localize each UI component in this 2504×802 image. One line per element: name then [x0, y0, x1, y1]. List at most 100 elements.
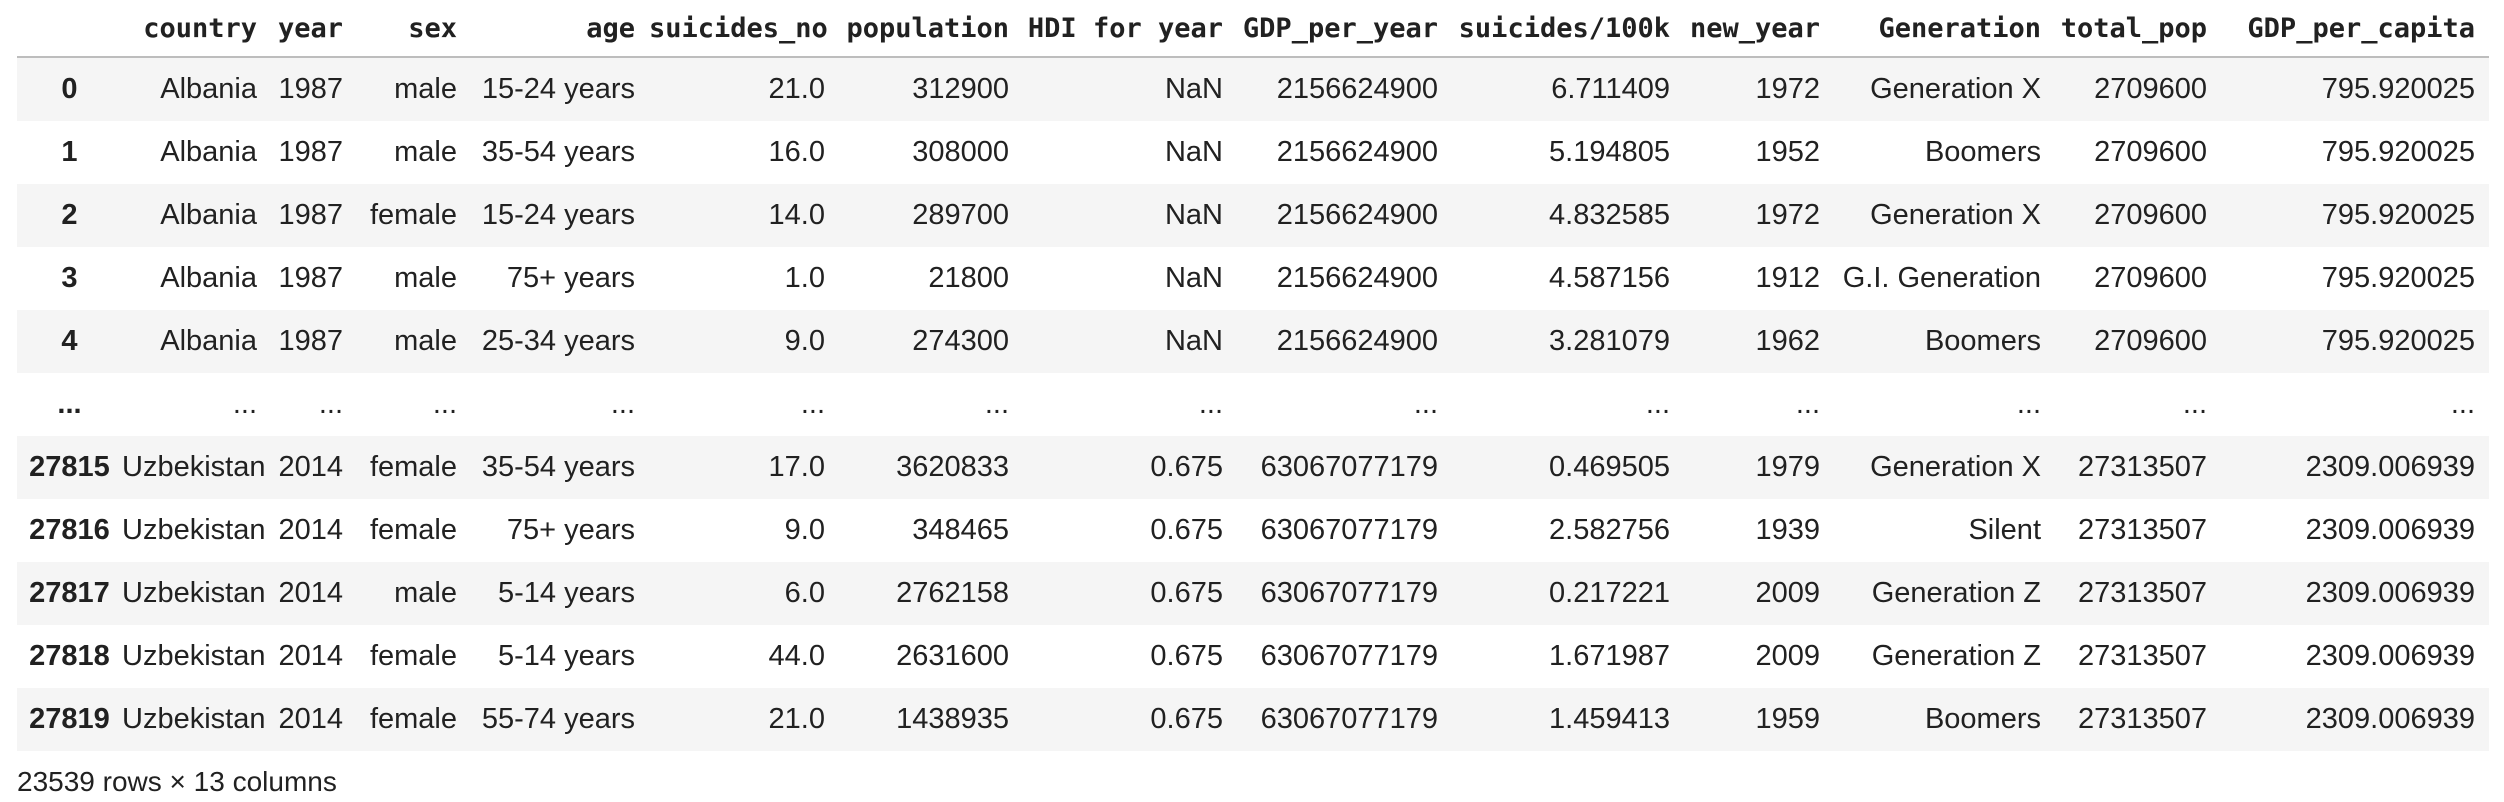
column-header: suicides/100k — [1452, 0, 1684, 58]
table-cell: 21.0 — [768, 73, 825, 105]
table-cell: 2631600 — [896, 640, 1009, 672]
table-cell: 2709600 — [2094, 262, 2207, 294]
table-cell: 1952 — [1755, 136, 1820, 168]
table-cell: 348465 — [912, 514, 1009, 546]
table-cell: Albania — [160, 262, 257, 294]
table-cell: 795.920025 — [2321, 199, 2475, 231]
table-row: 1 Albania 1987 male 35-54 years 16.0 308000 NaN… — [17, 121, 2489, 184]
table-cell: 35-54 years — [481, 451, 635, 483]
table-cell: 2009 — [1755, 640, 1820, 672]
table-cell: Generation Z — [1871, 577, 2041, 609]
table-cell: 795.920025 — [2321, 262, 2475, 294]
table-body: 0 Albania 1987 male 15-24 years 21.0 312900 NaN… — [17, 57, 2489, 751]
table-cell: 795.920025 — [2321, 73, 2475, 105]
dataframe-shape: 23539 rows × 13 columns — [17, 766, 337, 797]
table-cell: 1987 — [278, 325, 343, 357]
table-cell: 14.0 — [768, 199, 825, 231]
table-cell: 2709600 — [2094, 73, 2207, 105]
row-index: 4 — [61, 325, 78, 357]
row-index: 1 — [61, 136, 78, 168]
table-cell: ... — [1413, 388, 1438, 420]
table-cell: Generation X — [1870, 199, 2041, 231]
table-cell: 2309.006939 — [2305, 514, 2475, 546]
table-cell: 0.217221 — [1549, 577, 1670, 609]
table-cell: 1987 — [278, 73, 343, 105]
table-cell: 2014 — [278, 640, 343, 672]
table-cell: ... — [610, 388, 635, 420]
table-cell: 1979 — [1755, 451, 1820, 483]
table-row: 2 Albania 1987 female 15-24 years 14.0 289700 N… — [17, 184, 2489, 247]
table-cell: 75+ years — [506, 514, 635, 546]
table-cell: NaN — [1164, 325, 1223, 357]
table-cell: Boomers — [1924, 703, 2041, 735]
table-cell: 2309.006939 — [2305, 451, 2475, 483]
row-index: 27817 — [29, 577, 110, 609]
table-cell: ... — [432, 388, 457, 420]
table-cell: 5-14 years — [497, 640, 635, 672]
table-cell: female — [369, 703, 457, 735]
table-cell: Generation X — [1870, 451, 2041, 483]
column-header: suicides_no — [649, 0, 839, 58]
table-cell: NaN — [1164, 262, 1223, 294]
table-cell: 2156624900 — [1276, 325, 1438, 357]
table-cell: female — [369, 451, 457, 483]
table-cell: 2762158 — [896, 577, 1009, 609]
column-header: GDP_per_capita — [2221, 0, 2489, 58]
header-row: country year sex age suicides_no population HD… — [17, 0, 2489, 58]
table-cell: male — [394, 73, 457, 105]
column-header: new_year — [1684, 0, 1834, 58]
table-row: 0 Albania 1987 male 15-24 years 21.0 312900 NaN… — [17, 57, 2489, 121]
table-cell: Uzbekistan — [122, 514, 266, 546]
table-cell: 274300 — [912, 325, 1009, 357]
table-cell: 0.675 — [1150, 577, 1223, 609]
table-cell: NaN — [1164, 136, 1223, 168]
table-cell: 27313507 — [2077, 703, 2207, 735]
column-header: year — [271, 0, 357, 58]
table-cell: 795.920025 — [2321, 325, 2475, 357]
table-cell: 35-54 years — [481, 136, 635, 168]
table-cell: ... — [2016, 388, 2041, 420]
table-cell: 55-74 years — [481, 703, 635, 735]
table-cell: 5.194805 — [1549, 136, 1670, 168]
table-cell: ... — [1198, 388, 1223, 420]
dataframe-table: country year sex age suicides_no population HD… — [17, 0, 2489, 751]
table-cell: ... — [232, 388, 257, 420]
table-cell: 2309.006939 — [2305, 703, 2475, 735]
table-cell: 63067077179 — [1260, 577, 1438, 609]
table-cell: 0.675 — [1150, 514, 1223, 546]
table-cell: Uzbekistan — [122, 577, 266, 609]
table-cell: Albania — [160, 199, 257, 231]
table-cell: Generation X — [1870, 73, 2041, 105]
table-cell: 27313507 — [2077, 577, 2207, 609]
table-cell: 1.459413 — [1549, 703, 1670, 735]
column-header: country — [122, 0, 271, 58]
table-cell: Silent — [1968, 514, 2041, 546]
table-cell: 1912 — [1755, 262, 1820, 294]
table-cell: 4.832585 — [1549, 199, 1670, 231]
table-cell: 1939 — [1755, 514, 1820, 546]
table-cell: 2156624900 — [1276, 262, 1438, 294]
table-cell: 2309.006939 — [2305, 577, 2475, 609]
table-cell: Albania — [160, 136, 257, 168]
table-cell: 27313507 — [2077, 451, 2207, 483]
table-cell: 2014 — [278, 703, 343, 735]
table-cell: 3620833 — [896, 451, 1009, 483]
table-cell: ... — [2182, 388, 2207, 420]
table-cell: ... — [2450, 388, 2475, 420]
table-row: 27819 Uzbekistan 2014 female 55-74 years 21.0… — [17, 688, 2489, 751]
table-cell: 2.582756 — [1549, 514, 1670, 546]
table-cell: NaN — [1164, 73, 1223, 105]
table-cell: 795.920025 — [2321, 136, 2475, 168]
table-cell: male — [394, 136, 457, 168]
table-cell: 2156624900 — [1276, 199, 1438, 231]
column-header: population — [839, 0, 1023, 58]
table-cell: 21.0 — [768, 703, 825, 735]
column-header: sex — [357, 0, 471, 58]
table-cell: 63067077179 — [1260, 703, 1438, 735]
table-cell: 2309.006939 — [2305, 640, 2475, 672]
table-cell: 27313507 — [2077, 640, 2207, 672]
row-index: 27815 — [29, 451, 110, 483]
table-cell: 0.469505 — [1549, 451, 1670, 483]
table-cell: female — [369, 514, 457, 546]
column-header: HDI for year — [1023, 0, 1237, 58]
